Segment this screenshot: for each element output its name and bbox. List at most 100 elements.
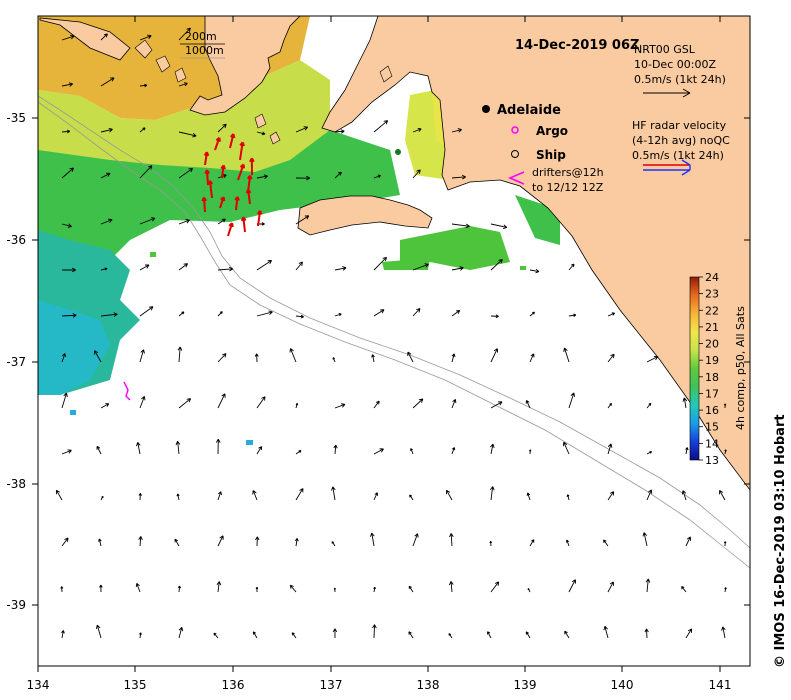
credit-line: © IMOS 16-Dec-2019 03:10 Hobart [773,414,788,668]
velocity-arrow [685,628,693,639]
velocity-arrow [61,267,76,273]
velocity-arrow [681,490,687,501]
y-tick-label: -38 [6,477,26,491]
y-tick-label: -37 [6,355,26,369]
velocity-arrow [373,400,380,409]
velocity-arrow [525,631,531,639]
velocity-arrow [451,266,464,271]
velocity-arrow [681,586,687,593]
legend-model-line-1: NRT00 GSL [634,43,696,56]
velocity-arrow [333,444,338,455]
depth-contours [38,95,750,569]
velocity-arrow [295,450,302,455]
velocity-arrow [451,128,462,133]
colorbar-tick-label: 23 [705,288,719,301]
velocity-arrow [490,314,499,319]
velocity-arrow [178,82,188,87]
velocity-arrow [61,167,74,179]
velocity-arrow [373,309,385,317]
velocity-arrow [252,631,258,639]
velocity-arrow [295,215,310,225]
velocity-arrow [239,141,245,161]
velocity-arrow [568,392,576,409]
velocity-arrow [178,311,185,317]
velocity-arrow [217,353,227,363]
velocity-arrow [139,264,150,271]
plot-frame [37,15,751,667]
x-tick-label: 139 [514,678,537,692]
velocity-arrow [178,219,190,225]
velocity-arrow [568,313,577,318]
velocity-arrow [723,541,727,547]
colorbar-tick-label: 24 [705,271,719,284]
velocity-arrow [334,266,347,271]
velocity-arrow [372,624,377,639]
velocity-arrow [525,399,531,409]
velocity-arrow [646,355,659,363]
velocity-arrow [256,210,263,227]
velocity-arrow [451,398,457,409]
velocity-arrow [719,489,726,501]
city-label-adelaide: Adelaide [497,103,561,118]
velocity-arrow [100,267,108,271]
velocity-arrow [94,350,102,363]
legend-model-line-3: 0.5m/s (1kt 24h) [634,73,726,86]
velocity-arrow [96,445,102,455]
velocity-arrow [370,532,375,547]
velocity-arrow [139,217,156,225]
hf-radar-vectors [201,133,263,237]
velocity-arrow [451,309,461,317]
velocity-arrow [682,397,688,409]
depth-legend-200m: 200m [185,30,217,43]
ship-symbol [511,150,519,158]
map-title: 14-Dec-2019 06Z [515,38,639,53]
adelaide-dot [482,105,490,113]
velocity-arrow [489,540,493,547]
velocity-arrow [295,402,299,409]
velocity-arrow [412,308,421,317]
drifters-label-1: drifters@12h [532,166,604,179]
x-tick-label: 141 [709,678,732,692]
velocity-arrow [564,630,570,639]
velocity-arrow [451,447,456,455]
velocity-arrow [99,584,103,593]
velocity-arrow [100,495,104,501]
velocity-arrow [215,438,221,455]
velocity-arrow [176,493,180,501]
velocity-arrow [529,539,535,547]
velocity-arrow [61,537,69,547]
velocity-arrow [563,347,570,363]
x-tick-label: 136 [222,678,245,692]
velocity-arrow [256,396,266,409]
velocity-arrow [490,581,500,593]
velocity-arrow [252,490,258,501]
y-axis: -35 -36 -37 -38 -39 [6,111,750,612]
velocity-arrow [607,581,614,593]
velocity-arrow [565,539,570,547]
velocity-arrow [177,585,181,593]
velocity-arrow [100,312,118,317]
velocity-arrow [255,536,260,547]
velocity-arrow [100,33,108,41]
velocity-arrow [217,218,226,225]
dark-dot [395,149,401,155]
velocity-arrow [332,628,338,639]
velocity-arrow [289,584,297,593]
colorbar-label: 4h comp, p50, All Sats [734,306,747,430]
velocity-arrow [234,196,240,211]
velocity-arrow [139,34,152,41]
velocity-arrow [178,263,188,271]
velocity-arrow [529,268,540,274]
velocity-arrow [333,587,337,593]
velocity-arrow [490,348,499,363]
velocity-arrow [61,129,71,134]
velocity-arrow [373,120,389,133]
velocity-arrow [216,581,222,593]
legend-model-line-2: 10-Dec 00:00Z [634,58,716,71]
velocity-arrow [332,357,336,363]
velocity-arrow [373,586,376,593]
velocity-arrow [229,133,236,149]
land [39,16,750,491]
velocity-arrow [490,258,503,271]
y-tick-label: -39 [6,598,26,612]
